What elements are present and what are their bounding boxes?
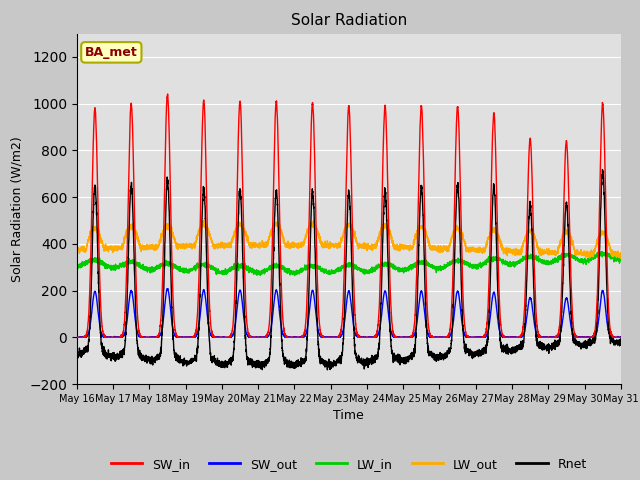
LW_out (617, 250, 625, 256)
Rnet (502, 343, 509, 348)
SW_out (171, 332, 179, 337)
Rnet (324, 367, 332, 372)
SW_in (471, 335, 479, 340)
LW_in (616, 257, 624, 263)
LW_in (171, 264, 179, 270)
Line: SW_in: SW_in (77, 94, 621, 337)
Rnet (328, 363, 336, 369)
SW_out (616, 335, 624, 340)
LW_out (616, 255, 624, 261)
Text: BA_met: BA_met (85, 46, 138, 59)
LW_in (471, 263, 479, 268)
Rnet (617, 342, 625, 348)
LW_out (441, 247, 449, 252)
SW_in (616, 335, 624, 340)
SW_out (328, 334, 336, 340)
SW_in (171, 323, 179, 328)
Title: Solar Radiation: Solar Radiation (291, 13, 407, 28)
Rnet (471, 350, 479, 356)
LW_in (328, 270, 336, 276)
LW_in (617, 257, 625, 263)
SW_in (328, 335, 336, 340)
SW_out (502, 335, 509, 340)
Rnet (73, 352, 81, 358)
LW_in (502, 258, 509, 264)
SW_out (441, 335, 449, 340)
Line: LW_out: LW_out (77, 220, 621, 258)
Line: LW_in: LW_in (77, 252, 621, 276)
SW_in (617, 335, 625, 340)
Line: SW_out: SW_out (77, 288, 621, 337)
SW_out (617, 334, 625, 340)
Rnet (598, 167, 606, 172)
LW_in (291, 273, 299, 278)
Y-axis label: Solar Radiation (W/m2): Solar Radiation (W/m2) (11, 136, 24, 282)
LW_in (73, 264, 81, 270)
Rnet (616, 337, 624, 343)
SW_in (502, 335, 509, 340)
LW_in (598, 249, 605, 254)
LW_out (616, 252, 624, 257)
Line: Rnet: Rnet (77, 169, 621, 370)
LW_out (471, 247, 479, 252)
SW_in (441, 335, 449, 340)
LW_out (171, 235, 179, 241)
LW_out (200, 217, 208, 223)
LW_out (328, 241, 336, 247)
SW_out (73, 335, 81, 340)
Rnet (171, 352, 179, 358)
SW_in (164, 91, 172, 97)
X-axis label: Time: Time (333, 409, 364, 422)
Legend: SW_in, SW_out, LW_in, LW_out, Rnet: SW_in, SW_out, LW_in, LW_out, Rnet (106, 453, 592, 476)
LW_out (502, 249, 509, 255)
SW_out (471, 335, 479, 340)
Rnet (441, 351, 449, 357)
SW_out (164, 286, 172, 291)
LW_in (441, 263, 449, 269)
SW_in (73, 335, 81, 340)
LW_out (73, 247, 81, 252)
